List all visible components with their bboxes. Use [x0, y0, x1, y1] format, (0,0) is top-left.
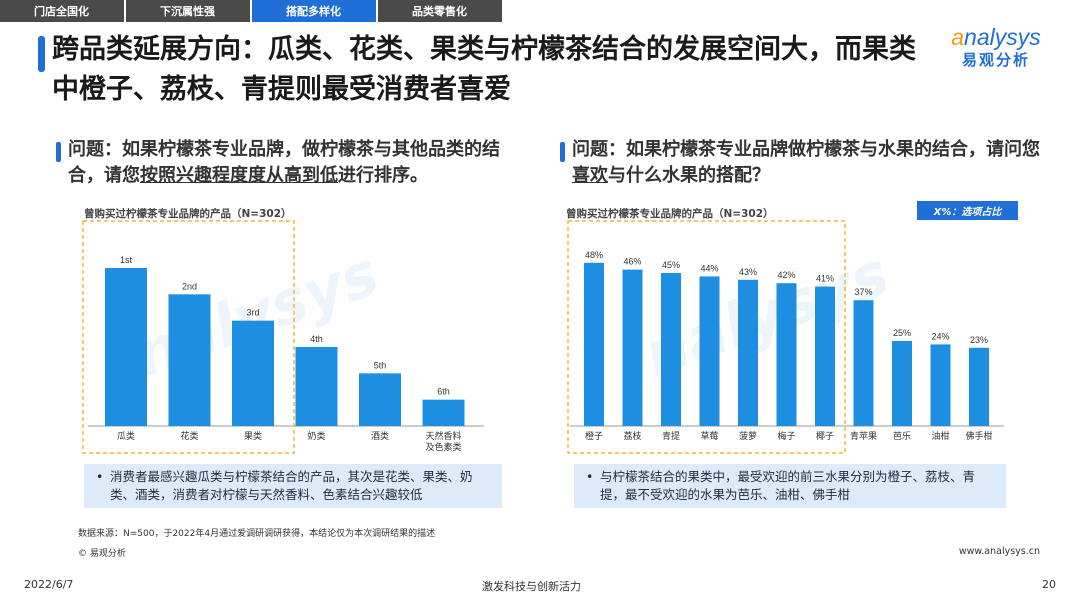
right-category-label: 椰子	[816, 430, 834, 442]
logo-initial: a	[951, 24, 965, 50]
right-bar-4	[699, 276, 720, 426]
right-bar-11	[969, 347, 989, 426]
right-question-marker	[560, 142, 565, 162]
tab-category-retail[interactable]: 品类零售化	[378, 0, 502, 22]
left-category-label: 瓜类	[117, 430, 135, 442]
left-conclusion-note: • 消费者最感兴趣瓜类与柠檬茶结合的产品，其次是花类、果类、奶类、酒类，消费者对…	[84, 464, 502, 508]
tab-sinking-market[interactable]: 下沉属性强	[126, 0, 250, 22]
left-bar-6	[422, 399, 465, 426]
left-highlight-box	[82, 220, 295, 454]
right-sample-label: 曾购买过柠檬茶专业品牌的产品（N=302）	[566, 208, 774, 220]
right-bar-value-label: 48%	[585, 250, 603, 260]
right-bar-6	[776, 283, 797, 426]
left-bar-rank-label: 4th	[310, 334, 323, 344]
left-bar-rank-label: 1st	[120, 255, 133, 265]
right-bar-value-label: 25%	[893, 328, 911, 338]
right-bar-value-label: 24%	[931, 331, 949, 341]
left-bar-rank-label: 6th	[437, 387, 450, 397]
right-bar-5	[738, 279, 758, 426]
right-category-label: 橙子	[585, 430, 603, 442]
right-category-label: 佛手柑	[965, 430, 992, 442]
left-question-marker	[56, 142, 61, 162]
page-number: 20	[1042, 578, 1056, 591]
analysys-logo: analysys 易观分析	[936, 24, 1056, 70]
right-bar-10	[930, 344, 951, 426]
right-question-suffix: 与什么水果的搭配？	[608, 165, 770, 186]
right-bar-2	[622, 269, 643, 426]
left-bar-rank-label: 5th	[374, 360, 387, 370]
left-bar-1	[105, 268, 147, 426]
right-category-label: 油柑	[931, 430, 949, 442]
right-question-emphasis: 喜欢	[572, 165, 608, 186]
copyright: © 易观分析	[78, 549, 126, 559]
left-question-suffix: 进行排序。	[338, 165, 428, 186]
left-bar-2	[168, 294, 211, 426]
right-category-label: 梅子	[777, 430, 795, 442]
left-note-bullet: •	[96, 469, 104, 484]
right-bar-value-label: 43%	[739, 267, 757, 277]
right-bar-value-label: 41%	[816, 274, 834, 284]
left-bar-rank-label: 3rd	[246, 308, 259, 318]
right-bar-value-label: 23%	[970, 335, 988, 345]
right-bar-9	[892, 341, 912, 426]
left-category-label: 花类	[180, 430, 198, 442]
right-category-label: 青苹果	[850, 430, 877, 442]
section-tabs: 门店全国化 下沉属性强 搭配多样化 品类零售化	[0, 0, 504, 22]
right-question-prefix: 问题：如果柠檬茶专业品牌做柠檬茶与水果的结合，请问您	[572, 139, 1040, 160]
title-accent-bar	[38, 36, 45, 72]
footer-date: 2022/6/7	[24, 578, 74, 591]
right-note-text: 与柠檬茶结合的果类中，最受欢迎的前三水果分别为橙子、荔枝、青提，最不受欢迎的水果…	[600, 469, 976, 502]
left-note-text: 消费者最感兴趣瓜类与柠檬茶结合的产品，其次是花类、果类、奶类、酒类，消费者对柠檬…	[110, 469, 473, 502]
percentage-legend-badge: X%：选项占比	[917, 201, 1018, 220]
right-highlight-box	[567, 220, 846, 454]
right-category-label: 草莓	[700, 430, 718, 442]
right-conclusion-note: • 与柠檬茶结合的果类中，最受欢迎的前三水果分别为橙子、荔枝、青提，最不受欢迎的…	[574, 464, 1006, 508]
website-link[interactable]: www.analysys.cn	[958, 546, 1040, 557]
tab-pairing-diversity[interactable]: 搭配多样化	[252, 0, 376, 22]
right-bar-value-label: 45%	[662, 260, 680, 270]
right-question: 问题：如果柠檬茶专业品牌做柠檬茶与水果的结合，请问您喜欢与什么水果的搭配？	[572, 137, 1042, 189]
left-bar-3	[232, 320, 274, 426]
left-sample-label: 曾购买过柠檬茶专业品牌的产品（N=302）	[84, 208, 292, 220]
page-title: 跨品类延展方向：瓜类、花类、果类与柠檬茶结合的发展空间大，而果类中橙子、荔枝、青…	[52, 34, 916, 105]
left-bar-rank-label: 2nd	[182, 281, 197, 291]
right-note-bullet: •	[586, 469, 594, 484]
left-question-emphasis: 按照兴趣程度度从高到低	[140, 165, 338, 186]
left-category-label: 酒类	[371, 430, 389, 442]
left-category-label: 奶类	[307, 430, 325, 442]
footer-slogan: 激发科技与创新活力	[482, 580, 581, 593]
left-question-prefix: 问题：如果柠檬茶专业品牌，做柠檬茶与其他品类的结合，请您	[68, 139, 500, 186]
right-bar-value-label: 37%	[854, 287, 872, 297]
right-bar-8	[853, 300, 874, 426]
logo-brand: nalysys	[964, 24, 1041, 50]
right-bar-7	[815, 286, 835, 426]
right-bar-1	[584, 262, 604, 426]
left-question: 问题：如果柠檬茶专业品牌，做柠檬茶与其他品类的结合，请您按照兴趣程度度从高到低进…	[68, 137, 528, 189]
right-bar-value-label: 46%	[623, 257, 641, 267]
tab-store-nationwide[interactable]: 门店全国化	[0, 0, 124, 22]
right-bar-value-label: 44%	[700, 263, 718, 273]
right-category-label: 荔枝	[623, 430, 641, 442]
left-category-label: 天然香料	[425, 430, 461, 442]
data-source: 数据来源：N=500，于2022年4月通过爱调研调研获得，本结论仅为本次调研结果…	[78, 529, 436, 539]
left-category-label: 果类	[244, 430, 262, 442]
left-bar-5	[359, 373, 401, 426]
right-bar-3	[661, 273, 681, 426]
right-category-label: 青提	[662, 430, 680, 442]
left-bar-4	[295, 347, 338, 426]
right-category-label: 菠萝	[739, 430, 757, 442]
logo-subtitle: 易观分析	[961, 51, 1030, 69]
right-category-label: 芭乐	[893, 430, 911, 442]
left-category-label-line2: 及色素类	[425, 441, 461, 453]
right-bar-value-label: 42%	[777, 270, 795, 280]
